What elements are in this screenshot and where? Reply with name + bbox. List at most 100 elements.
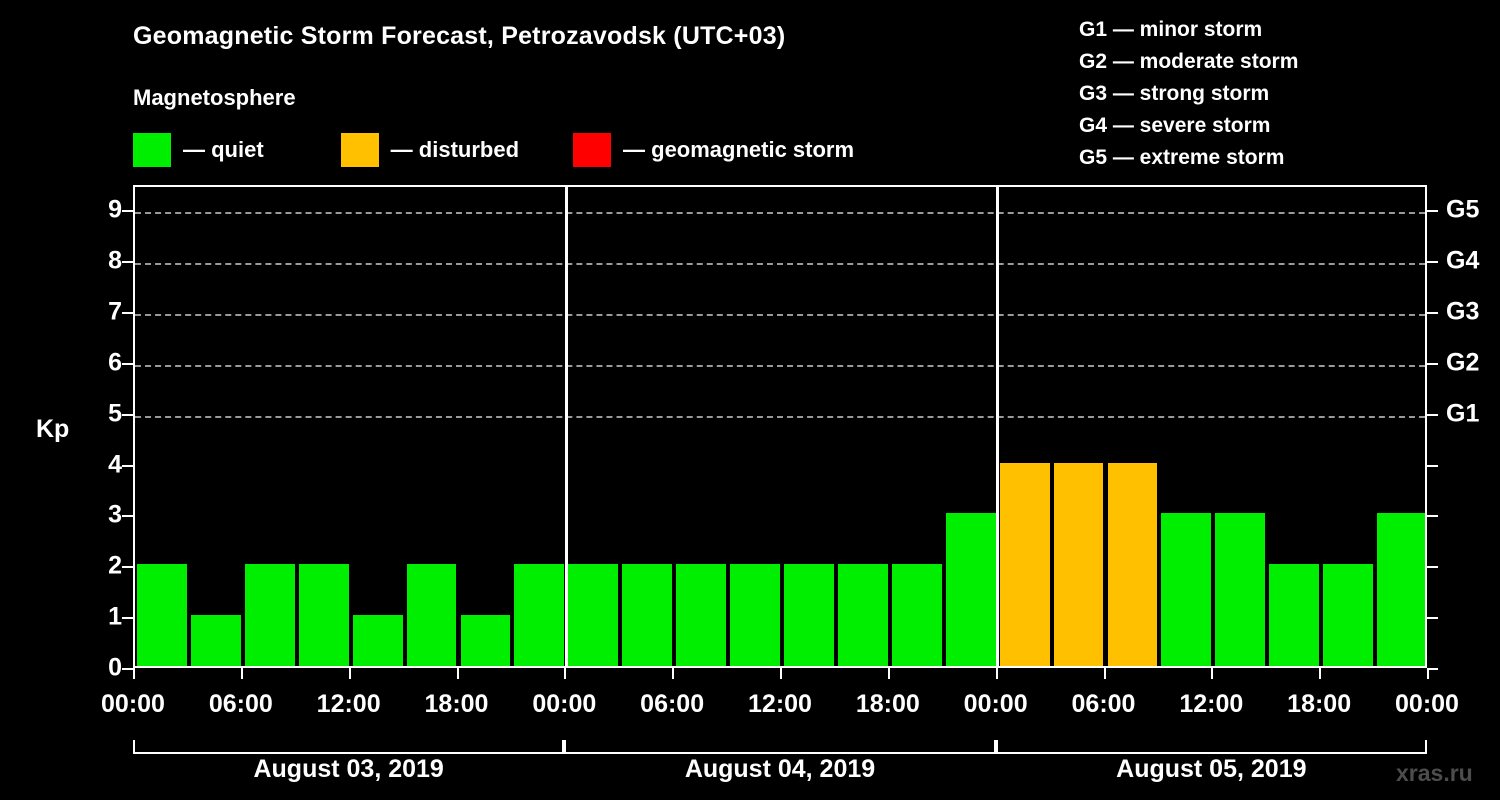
date-label-3: August 05, 2019 [1116,755,1307,783]
kp-bar [406,564,457,666]
kp-bar [1323,564,1374,666]
x-tick-mark-1 [240,668,243,679]
legend-label-quiet: — quiet [183,137,264,162]
y-tick-mark-7 [122,312,133,315]
y-tick-label-3: 3 [108,500,122,529]
legend-label-storm: — geomagnetic storm [623,137,855,162]
x-tick-mark-0 [133,668,135,679]
kp-bar [1377,513,1425,666]
y-tick-mark-6 [122,362,133,365]
g-tick-mark-G1 [1427,413,1438,416]
kp-bar [1215,513,1266,666]
g-legend-row-4: G4 — severe storm [1079,114,1271,137]
date-bracket-3 [995,740,1427,754]
legend-entry-quiet: — quiet [133,133,264,167]
kp-bar [730,564,780,666]
chart-subtitle: Magnetosphere [133,85,296,110]
y-tick-label-7: 7 [108,297,122,326]
page-title: Geomagnetic Storm Forecast, Petrozavodsk… [133,22,786,50]
kp-bar [568,564,619,666]
x-tick-mark-4 [564,668,567,679]
kp-bar [676,564,727,666]
g-tick-label-G3: G3 [1446,297,1480,326]
x-tick-mark-2 [348,668,351,679]
y-tick-mark-2 [122,566,133,569]
g-legend-row-3: G3 — strong storm [1079,82,1270,105]
x-tick-mark-9 [1103,668,1106,679]
y-tick-label-9: 9 [108,195,122,224]
g-tick-mark-G4 [1427,261,1438,264]
x-tick-label-3: 18:00 [424,690,489,718]
y-tick-label-4: 4 [108,450,122,479]
y-tick-mark-5 [122,413,133,416]
x-tick-label-10: 12:00 [1179,690,1244,718]
x-tick-mark-6 [780,668,782,679]
y-tick-mark-4 [122,464,133,467]
bars-layer [135,187,1425,666]
x-tick-mark-12 [1427,668,1429,679]
kp-bar [1107,462,1158,666]
g-tick-label-G5: G5 [1446,195,1480,224]
kp-bar [1161,513,1212,666]
y-tick-label-8: 8 [108,246,122,275]
x-tick-label-6: 12:00 [748,690,812,718]
x-tick-mark-10 [1211,668,1214,679]
legend-label-disturbed: — disturbed [390,137,520,162]
x-tick-label-12: 00:00 [1395,690,1459,718]
g-tick-mark-G3 [1427,312,1438,315]
x-tick-mark-3 [456,668,459,679]
x-tick-mark-11 [1319,668,1322,679]
legend-entry-storm: — geomagnetic storm [573,133,854,167]
g-tick-mark-G5 [1427,210,1438,213]
x-tick-label-11: 18:00 [1287,690,1352,718]
gridline-kp-5 [135,415,1425,418]
g-legend-row-5: G5 — extreme storm [1079,146,1285,169]
gridline-kp-7 [135,314,1425,317]
g-tick-label-G2: G2 [1446,348,1480,377]
storm-swatch [573,133,612,167]
quiet-swatch [133,133,171,167]
x-tick-label-8: 00:00 [963,690,1028,718]
x-tick-label-1: 06:00 [208,690,273,718]
color-legend: — quiet — disturbed — geomagnetic storm [133,133,854,167]
date-bracket-2 [564,740,996,754]
kp-bar [945,513,996,666]
y-tick-mark-9 [122,210,133,213]
watermark: xras.ru [1396,760,1473,786]
kp-bar [352,615,403,666]
kp-bar [622,564,673,666]
kp-bar [784,564,834,666]
y-tick-label-6: 6 [108,348,122,377]
y-tick-mark-8 [122,261,133,264]
kp-bar [137,564,187,666]
legend-entry-disturbed: — disturbed [340,133,520,167]
y-tick-label-0: 0 [108,653,122,682]
gridline-kp-6 [135,364,1425,367]
kp-bar [190,615,241,666]
day-separator-1 [564,187,568,666]
kp-bar [460,615,511,666]
g-tick-label-G4: G4 [1446,246,1480,275]
plot-area [133,185,1427,668]
date-bracket-1 [133,740,565,754]
kp-bar [999,462,1050,666]
kp-bar [891,564,942,666]
kp-bar [1269,564,1320,666]
date-label-2: August 04, 2019 [684,755,876,783]
kp-bar [298,564,349,666]
x-tick-label-2: 12:00 [316,690,381,718]
date-label-1: August 03, 2019 [253,755,444,783]
kp-bar [514,564,565,666]
right-minor-tick-4 [1427,464,1438,467]
x-tick-label-9: 06:00 [1071,690,1136,718]
right-minor-tick-2 [1427,566,1438,569]
y-tick-label-1: 1 [108,602,122,631]
x-tick-mark-7 [887,668,890,679]
kp-bar [837,564,888,666]
g-scale-legend: G1 — minor storm G2 — moderate storm G3 — … [1079,14,1298,174]
x-tick-label-5: 06:00 [640,690,705,718]
gridline-kp-9 [135,212,1425,215]
gridline-kp-8 [135,263,1425,266]
right-minor-tick-3 [1427,515,1438,518]
y-tick-label-2: 2 [108,551,122,580]
